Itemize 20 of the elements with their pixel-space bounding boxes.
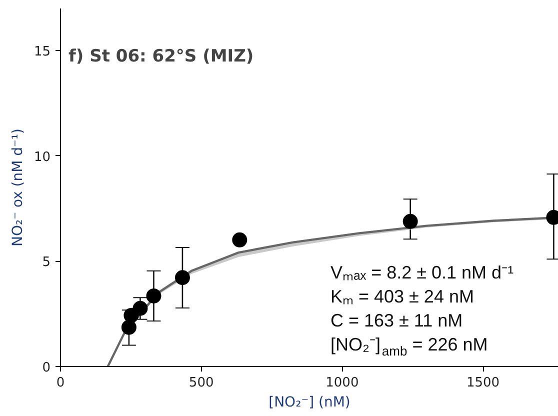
y-axis-title: NO₂⁻ ox (nM d⁻¹)	[10, 128, 26, 247]
y-tick-label: 5	[42, 255, 51, 270]
point	[132, 300, 148, 316]
x-tick-label: 1000	[326, 376, 359, 390]
text: f) St 06: 62°S (MIZ)	[68, 46, 254, 66]
annotation: Vₘₐₓ = 8.2 ± 0.1 nM d⁻¹	[330, 262, 514, 282]
annotation: Kₘ = 403 ± 24 nM	[330, 286, 474, 306]
point	[121, 320, 136, 335]
point	[174, 270, 190, 286]
point	[402, 214, 418, 229]
point	[146, 288, 162, 304]
y-tick-label: 15	[34, 44, 51, 60]
x-axis-title: [NO₂⁻] (nM)	[268, 394, 350, 410]
y-tick-label: 10	[34, 150, 51, 165]
x-tick-label: 1500	[466, 376, 500, 390]
y-tick-label: 0	[42, 360, 51, 376]
point	[232, 232, 248, 248]
annotation: C = 163 ± 11 nM	[330, 310, 463, 330]
x-tick-label: 500	[188, 376, 214, 390]
x-tick-label: 0	[56, 376, 65, 390]
